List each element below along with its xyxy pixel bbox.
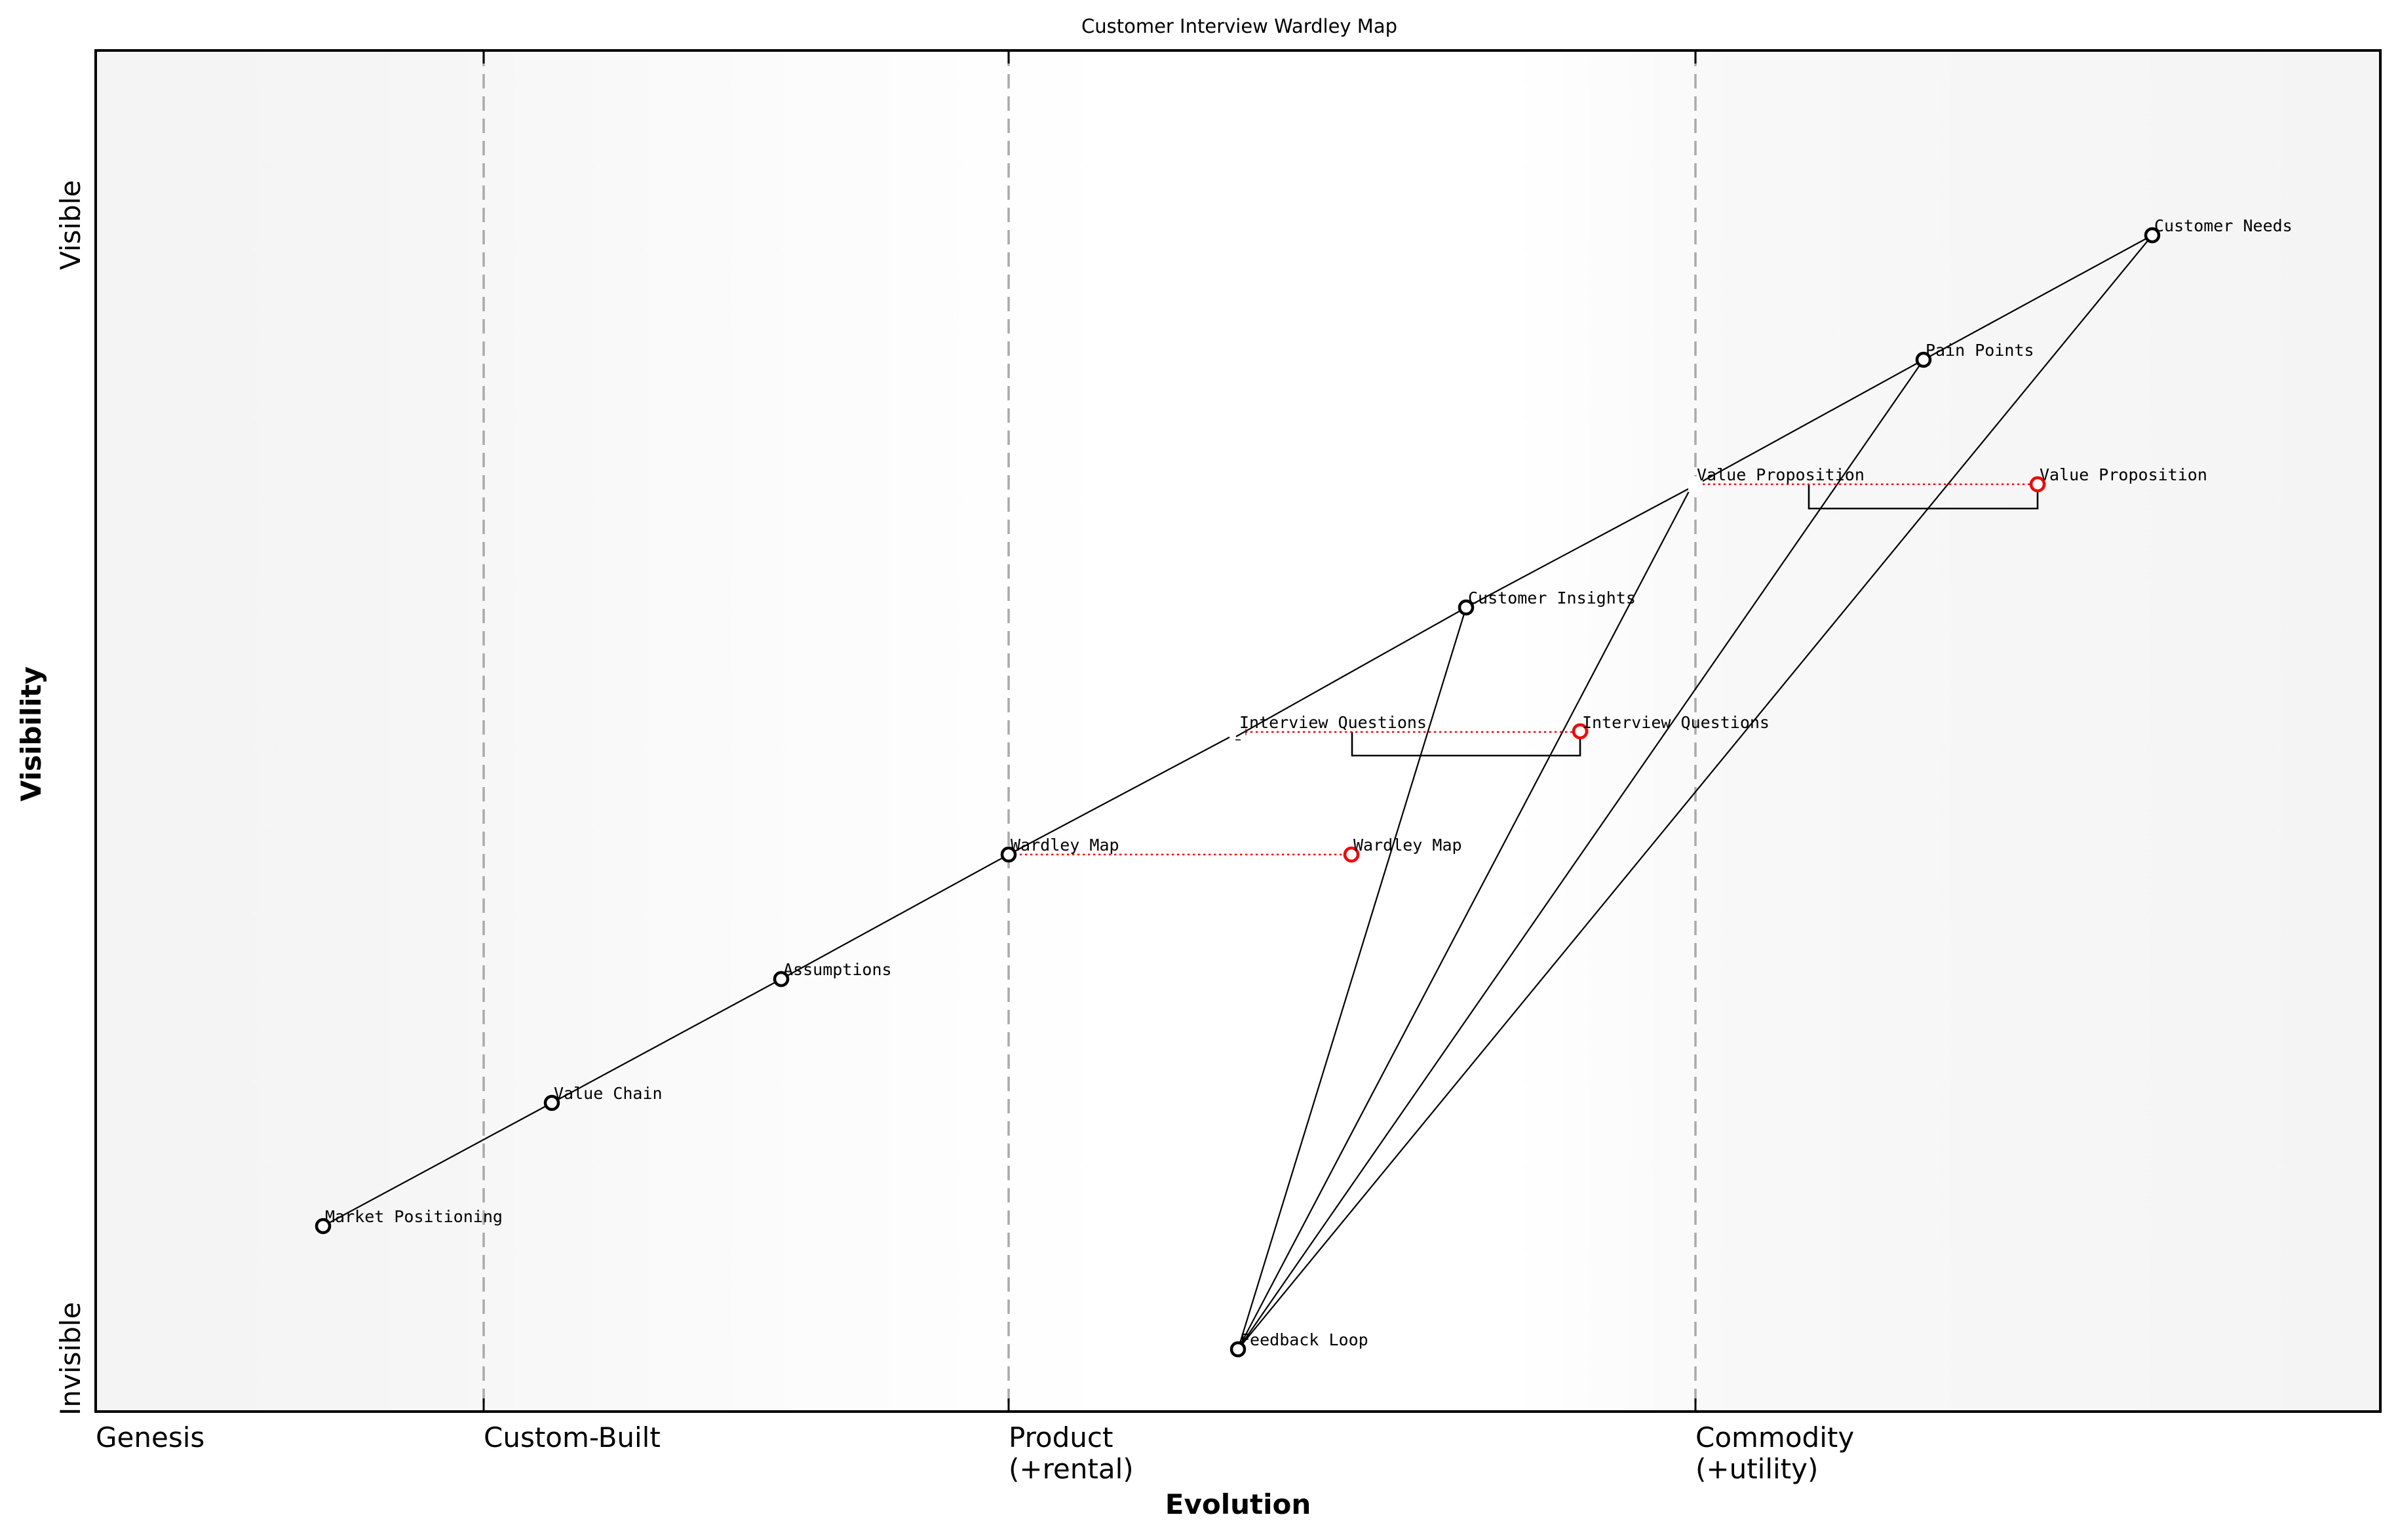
label-pain-points: Pain Points [1926, 341, 2034, 360]
link-customer-needs-pain-points [1923, 235, 2153, 360]
node-wardley-map[interactable] [1000, 846, 1017, 863]
inertia-value-proposition [1808, 485, 2039, 510]
plot-background [96, 50, 2380, 1412]
link-feedback-loop-value-proposition [1237, 490, 1690, 1350]
link-interview-questions-wardley-map [1008, 737, 1230, 855]
x-stage-product-sub: (+rental) [1009, 1453, 1134, 1485]
link-assumptions-value-chain [551, 978, 782, 1104]
component-nodes [315, 227, 2161, 1358]
label-wardley-map: Wardley Map [1011, 836, 1119, 855]
node-customer-needs[interactable] [2144, 227, 2161, 244]
link-value-chain-market-positioning [322, 1102, 552, 1227]
link-value-proposition-customer-insights [1465, 487, 1692, 608]
link-feedback-loop-pain-points [1237, 359, 1924, 1350]
node-interview-questions-evolved[interactable] [1572, 723, 1589, 740]
label-customer-needs: Customer Needs [2154, 216, 2293, 235]
label-feedback-loop: Feedback Loop [1240, 1330, 1368, 1349]
x-stage-product: Product [1009, 1421, 1113, 1453]
x-stage-custom-built: Custom-Built [484, 1421, 661, 1453]
label-assumptions: Assumptions [783, 960, 892, 979]
dependency-links [322, 235, 2153, 1350]
node-value-proposition-evolved[interactable] [2029, 476, 2046, 493]
link-pain-points-value-proposition [1690, 359, 1924, 488]
label-value-proposition-evolved: Value Proposition [2040, 465, 2207, 484]
link-feedback-loop-customer-needs [1237, 235, 2153, 1350]
label-market-positioning: Market Positioning [325, 1207, 503, 1226]
inertia-interview-questions [1351, 732, 1581, 757]
node-assumptions[interactable] [773, 971, 790, 988]
x-stage-genesis: Genesis [96, 1421, 204, 1453]
node-feedback-loop[interactable] [1229, 1341, 1247, 1358]
x-stage-commodity-sub: (+utility) [1695, 1453, 1818, 1485]
node-value-chain[interactable] [543, 1094, 560, 1111]
label-interview-questions-evolved: Interview Questions [1582, 713, 1770, 732]
node-pain-points[interactable] [1915, 351, 1932, 368]
y-axis-bottom-label: Invisible [54, 1302, 87, 1415]
label-value-chain: Value Chain [554, 1084, 663, 1103]
node-market-positioning[interactable] [315, 1218, 332, 1235]
label-customer-insights: Customer Insights [1468, 588, 1636, 607]
value-proposition-source-marker [1688, 476, 1703, 492]
x-axis-title: Evolution [1165, 1488, 1311, 1520]
x-stage-commodity: Commodity [1695, 1421, 1854, 1453]
y-axis-top-label: Visible [54, 180, 87, 270]
link-feedback-loop-customer-insights [1237, 607, 1467, 1350]
link-customer-insights-interview-questions [1235, 607, 1467, 737]
link-wardley-map-assumptions [781, 854, 1009, 980]
label-interview-questions: Interview Questions [1239, 713, 1427, 732]
plot-frame [94, 49, 2382, 1413]
node-wardley-map-evolved[interactable] [1343, 846, 1360, 863]
label-value-proposition: Value Proposition [1697, 465, 1865, 484]
component-labels: Customer Needs Pain Points Value Proposi… [325, 216, 2293, 1349]
y-axis-title: Visibility [15, 666, 47, 801]
node-customer-insights[interactable] [1458, 599, 1475, 616]
tick-marks [482, 50, 1697, 1412]
chart-title: Customer Interview Wardley Map [1081, 15, 1397, 37]
label-wardley-map-evolved: Wardley Map [1353, 836, 1462, 855]
